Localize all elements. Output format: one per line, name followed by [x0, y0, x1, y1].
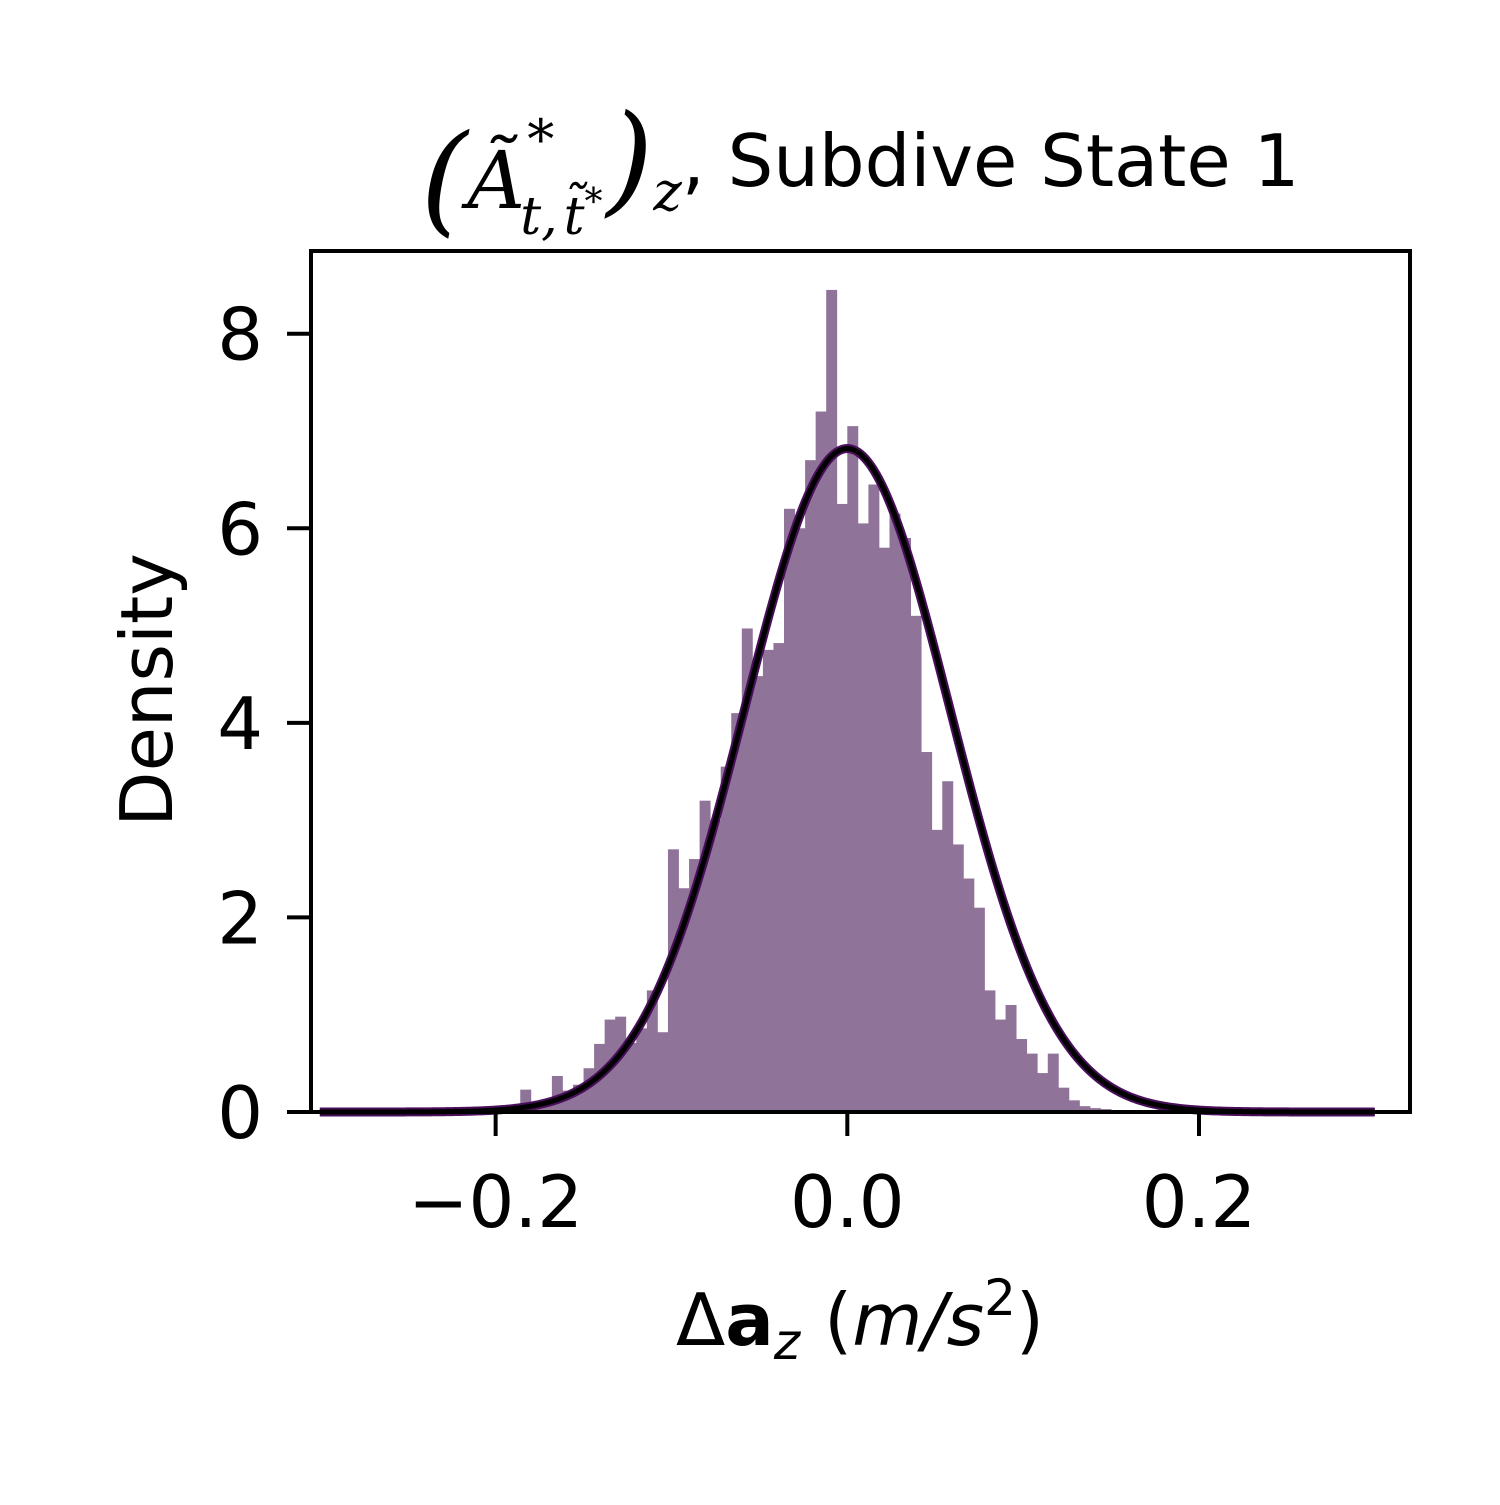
histogram-bar [952, 844, 964, 1112]
histogram-bar [784, 508, 795, 1112]
x-label-unit-close: ) [1016, 1278, 1044, 1362]
title-symbol: Ã [460, 134, 525, 227]
y-axis-label: Density [105, 553, 189, 827]
histogram-bar [995, 1019, 1006, 1112]
histogram-bar [710, 820, 722, 1112]
x-label-unit-s: s [947, 1278, 985, 1362]
histogram-bars [520, 289, 1133, 1113]
x-label-unit-open: ( [824, 1278, 852, 1362]
histogram-bar [720, 766, 732, 1112]
histogram-bar [752, 676, 764, 1112]
histogram-bar [678, 888, 690, 1112]
histogram-bar [1005, 1004, 1017, 1112]
histogram-bar [857, 523, 869, 1112]
histogram-bar [889, 513, 901, 1112]
plot-frame [309, 249, 1412, 1114]
y-tick-label: 4 [217, 682, 263, 766]
histogram-bar [636, 1028, 648, 1112]
histogram-bar [836, 503, 848, 1112]
histogram-bar [878, 547, 890, 1112]
histogram-bar [963, 878, 975, 1112]
x-label-unit-m: m [852, 1278, 922, 1362]
histogram-bar [583, 1068, 595, 1112]
histogram-bar [910, 615, 922, 1112]
histogram-bar [847, 426, 859, 1112]
x-tick-label: 0.2 [1142, 1160, 1257, 1244]
y-tick-label: 8 [217, 293, 263, 377]
histogram-bar [667, 849, 679, 1112]
histogram-bar [973, 907, 985, 1112]
histogram-bar [657, 1032, 669, 1112]
histogram-bar [551, 1076, 563, 1112]
histogram-bar [1037, 1073, 1049, 1112]
y-axis-ticks: 0 2 4 6 8 [217, 293, 311, 1155]
histogram-bar [773, 643, 785, 1112]
histogram-bar [615, 1016, 627, 1112]
title-text: , Subdive State 1 [682, 119, 1300, 203]
histogram-bar [805, 460, 817, 1112]
histogram-bar [1058, 1087, 1070, 1112]
title-paren-open: ( [421, 110, 470, 249]
histogram-bar [1079, 1106, 1091, 1112]
title-subscript-t: t, [520, 187, 557, 247]
histogram-bar [1047, 1053, 1059, 1112]
x-label-symbol: a [725, 1278, 774, 1362]
y-tick-label: 2 [217, 876, 263, 960]
histogram-bar [815, 411, 827, 1113]
x-label-subscript: z [773, 1313, 802, 1371]
histogram-bar [689, 859, 701, 1112]
x-label-delta: Δ [676, 1278, 725, 1362]
histogram-bar [826, 289, 838, 1112]
histogram-bar [942, 781, 954, 1112]
x-tick-label: −0.2 [408, 1160, 583, 1244]
y-tick-label: 6 [217, 487, 263, 571]
histogram-bar [921, 752, 933, 1112]
histogram-bar [573, 1084, 584, 1112]
title-superscript: * [527, 108, 554, 171]
histogram-bar [900, 538, 912, 1112]
title-subscript-tstar: t̃ [564, 181, 588, 247]
title-subscript-tstar-sup: * [585, 182, 603, 223]
histogram-bar [646, 990, 658, 1112]
histogram-bar [931, 829, 943, 1112]
histogram-bar [1026, 1053, 1038, 1112]
y-tick-label: 0 [217, 1071, 263, 1155]
histogram-bar [1016, 1039, 1028, 1112]
x-label-unit-exp: 2 [984, 1269, 1016, 1327]
histogram-bar [520, 1089, 532, 1112]
histogram-bar [562, 1090, 574, 1112]
title-paren-close: ) [604, 90, 654, 229]
histogram-bar [868, 484, 880, 1112]
histogram-bar [984, 990, 996, 1112]
chart-title: (Ã* t, t̃*)z, Subdive State 1 [421, 90, 1300, 249]
histogram-bar [625, 1042, 637, 1112]
x-axis-ticks: −0.2 0.0 0.2 [408, 1112, 1256, 1244]
histogram-bar [762, 649, 774, 1112]
histogram-bar [741, 628, 753, 1112]
histogram-bar [794, 528, 806, 1112]
x-tick-label: 0.0 [790, 1160, 905, 1244]
histogram-bar [699, 800, 711, 1112]
x-axis-label: Δaz (m/s2) [676, 1269, 1044, 1371]
histogram-bar [731, 713, 743, 1112]
histogram-bar [1068, 1100, 1080, 1112]
title-outer-subscript: z [652, 160, 682, 223]
